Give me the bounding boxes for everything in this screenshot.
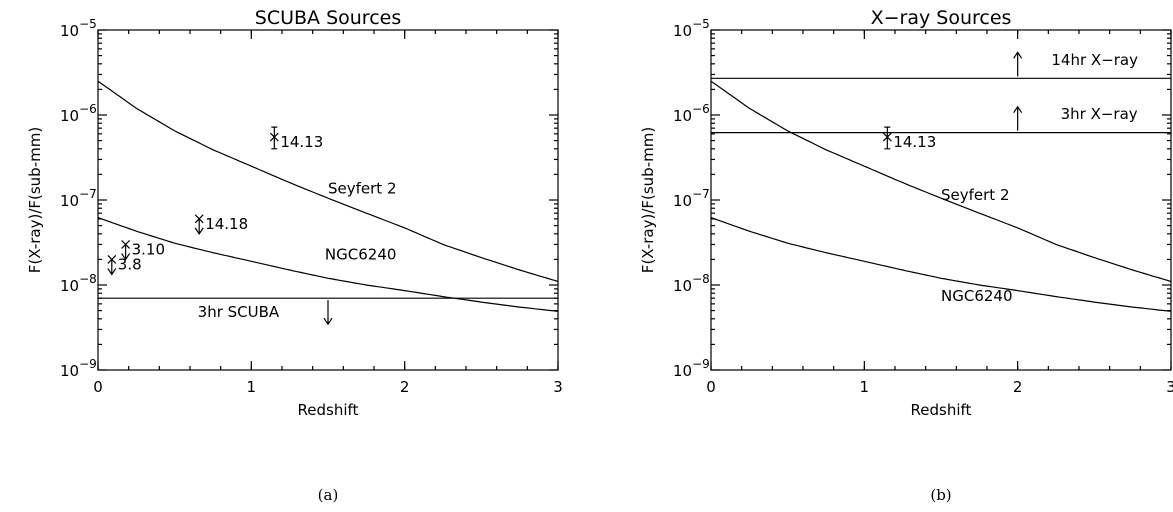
limit-arrow xyxy=(1013,51,1023,77)
data-point xyxy=(107,254,117,264)
y-tick-label: 10−7 xyxy=(673,187,710,210)
series-line xyxy=(710,80,1172,283)
y-tick-label: 10−8 xyxy=(60,272,97,295)
x-tick-label: 3 xyxy=(1166,378,1173,396)
figure-caption: (a) xyxy=(318,486,339,504)
error-bar xyxy=(271,126,278,150)
series-line xyxy=(97,80,559,283)
series-label: Seyfert 2 xyxy=(328,179,397,197)
point-label: 3.8 xyxy=(118,255,142,273)
panel-xray-sources: X−ray Sources Redshift F(X-ray)/F(sub-mm) (… xyxy=(639,7,1173,504)
x-tick-label: 0 xyxy=(93,378,103,396)
x-tick-label: 1 xyxy=(860,378,870,396)
series-line xyxy=(710,217,1172,312)
limit-arrow xyxy=(1013,105,1023,131)
y-tick-label: 10−5 xyxy=(60,17,97,40)
upper-limit-arrow xyxy=(121,244,131,261)
y-tick-label: 10−9 xyxy=(60,357,97,380)
limit-label: 3hr SCUBA xyxy=(198,303,280,321)
y-tick-label: 10−5 xyxy=(673,17,710,40)
x-tick-label: 0 xyxy=(706,378,716,396)
point-label: 14.13 xyxy=(280,133,323,151)
series-label: NGC6240 xyxy=(941,287,1013,305)
y-tick-label: 10−6 xyxy=(60,102,97,125)
x-tick-label: 3 xyxy=(553,378,563,396)
limit-label: 14hr X−ray xyxy=(1051,51,1138,69)
y-tick-label: 10−7 xyxy=(60,187,97,210)
series-line xyxy=(97,217,559,312)
y-tick-label: 10−6 xyxy=(673,102,710,125)
point-label: 3.10 xyxy=(132,240,165,258)
series-label: Seyfert 2 xyxy=(941,186,1010,204)
x-tick-label: 2 xyxy=(400,378,410,396)
point-label: 14.18 xyxy=(205,215,248,233)
y-axis-label: F(X-ray)/F(sub-mm) xyxy=(26,127,44,273)
limit-label: 3hr X−ray xyxy=(1061,105,1138,123)
data-point xyxy=(194,214,204,224)
y-axis-label: F(X-ray)/F(sub-mm) xyxy=(639,127,657,273)
series-label: NGC6240 xyxy=(325,245,397,263)
limit-arrow xyxy=(323,300,333,326)
chart-title: X−ray Sources xyxy=(871,7,1012,29)
x-axis-label: Redshift xyxy=(911,401,972,419)
error-bar xyxy=(884,126,891,150)
x-tick-label: 1 xyxy=(247,378,257,396)
y-tick-label: 10−9 xyxy=(673,357,710,380)
upper-limit-arrow xyxy=(107,259,117,276)
x-axis-label: Redshift xyxy=(298,401,359,419)
chart-title: SCUBA Sources xyxy=(255,7,401,29)
point-label: 14.13 xyxy=(893,133,936,151)
y-tick-label: 10−8 xyxy=(673,272,710,295)
figure-caption: (b) xyxy=(930,486,951,504)
panel-scuba-sources: SCUBA Sources Redshift F(X-ray)/F(sub-mm) (… xyxy=(26,7,563,504)
upper-limit-arrow xyxy=(194,218,204,235)
x-tick-label: 2 xyxy=(1013,378,1023,396)
